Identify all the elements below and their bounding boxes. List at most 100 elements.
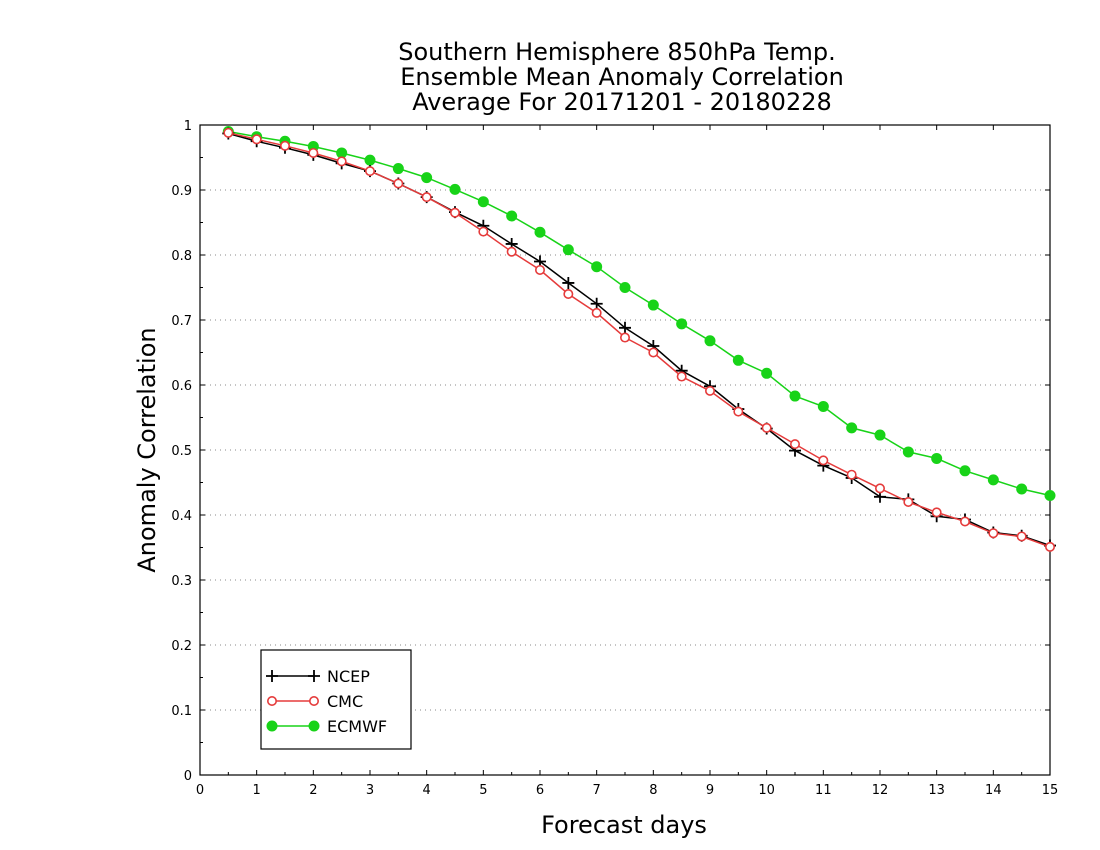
data-point-ecmwf (789, 390, 801, 402)
y-tick-label: 0.1 (171, 704, 192, 719)
data-point-cmc (676, 371, 687, 382)
data-point-cmc (1045, 541, 1056, 552)
data-point-ecmwf (562, 244, 574, 256)
series-lines (222, 126, 1056, 552)
chart-title-line-1: Southern Hemisphere 850hPa Temp. (398, 38, 835, 66)
y-axis-label: Anomaly Correlation (133, 327, 161, 572)
data-point-ecmwf (591, 261, 603, 273)
data-point-cmc (704, 385, 715, 396)
data-point-ncep (590, 297, 603, 310)
data-point-ecmwf (449, 183, 461, 195)
series-line-ecmwf (228, 130, 1051, 497)
y-tick-label: 0 (184, 769, 192, 784)
gridlines (200, 124, 1050, 711)
y-tick-label: 0.4 (171, 509, 192, 524)
data-point-ecmwf (987, 474, 999, 486)
series-ecmwf (222, 126, 1056, 501)
data-point-ecmwf (506, 210, 518, 222)
data-point-cmc (903, 496, 914, 507)
legend-item-ecmwf: ECMWF (266, 717, 387, 736)
data-point-ecmwf (421, 172, 433, 184)
series-cmc (223, 127, 1056, 552)
data-point-ecmwf (846, 422, 858, 434)
data-point-cmc (959, 516, 970, 527)
data-point-cmc (279, 140, 290, 151)
data-point-ecmwf (619, 282, 631, 293)
data-point-ecmwf (477, 196, 489, 208)
legend-label-ecmwf: ECMWF (327, 717, 387, 736)
y-tick-label: 0.5 (171, 444, 192, 459)
y-tick-label: 0.9 (171, 184, 192, 199)
data-point-cmc (733, 406, 744, 417)
data-point-ecmwf (647, 299, 659, 311)
data-point-cmc (421, 192, 432, 203)
data-point-ecmwf (1016, 483, 1028, 495)
chart-title-line-3: Average For 20171201 - 20180228 (412, 88, 832, 116)
data-point-cmc (478, 226, 489, 237)
data-point-ecmwf (761, 367, 773, 379)
data-point-cmc (619, 332, 630, 343)
series-line-ncep (228, 132, 1051, 547)
legend-marker (266, 670, 278, 682)
x-tick-label: 6 (536, 783, 544, 798)
data-point-cmc (818, 455, 829, 466)
data-point-ecmwf (817, 400, 829, 412)
data-point-cmc (789, 439, 800, 450)
legend: NCEP CMC ECMWF (260, 649, 412, 750)
x-tick-label: 4 (423, 783, 431, 798)
data-point-ecmwf (676, 318, 688, 330)
series-ncep (222, 127, 1056, 552)
y-tick-label: 0.2 (171, 639, 192, 654)
legend-marker (308, 670, 320, 682)
data-point-ecmwf (732, 354, 744, 366)
chart-title: Southern Hemisphere 850hPa Temp. Ensembl… (398, 38, 844, 116)
y-tick-label: 0.7 (171, 314, 192, 329)
y-tick-label: 0.6 (171, 379, 192, 394)
legend-marker (266, 720, 278, 732)
y-axis-ticks: 0 0.1 0.2 0.3 0.4 0.5 0.6 0.7 0.8 0.9 1 (171, 119, 1050, 784)
data-point-ecmwf (392, 163, 404, 175)
legend-item-ncep: NCEP (266, 667, 370, 686)
data-point-cmc (251, 134, 262, 145)
data-point-ecmwf (704, 335, 716, 347)
x-tick-label: 11 (815, 783, 832, 798)
data-point-ecmwf (902, 446, 914, 458)
x-tick-label: 5 (479, 783, 487, 798)
data-point-cmc (931, 507, 942, 518)
data-point-cmc (449, 207, 460, 218)
data-point-ecmwf (959, 465, 971, 477)
x-tick-label: 13 (928, 783, 945, 798)
legend-box (260, 649, 412, 750)
y-tick-label: 1 (184, 119, 192, 134)
data-point-cmc (364, 166, 375, 177)
data-point-cmc (534, 264, 545, 275)
legend-marker (266, 695, 277, 706)
x-tick-label: 1 (253, 783, 261, 798)
data-point-cmc (223, 127, 234, 138)
y-tick-label: 0.3 (171, 574, 192, 589)
data-point-ecmwf (364, 154, 376, 166)
chart-title-line-2: Ensemble Mean Anomaly Correlation (400, 63, 844, 91)
x-tick-label: 10 (758, 783, 775, 798)
data-point-cmc (591, 307, 602, 318)
legend-label-ncep: NCEP (327, 667, 370, 686)
legend-marker (308, 695, 319, 706)
data-point-cmc (874, 483, 885, 494)
data-point-cmc (988, 528, 999, 539)
data-point-ecmwf (874, 429, 886, 441)
x-axis-label: Forecast days (541, 811, 707, 839)
data-point-ecmwf (1044, 490, 1056, 501)
data-point-cmc (1016, 531, 1027, 542)
data-point-cmc (846, 469, 857, 480)
data-point-cmc (563, 288, 574, 299)
data-point-cmc (308, 147, 319, 158)
data-point-ecmwf (534, 226, 546, 238)
x-tick-label: 0 (196, 783, 204, 798)
data-point-cmc (336, 156, 347, 167)
x-tick-label: 12 (872, 783, 889, 798)
x-tick-label: 9 (706, 783, 714, 798)
x-axis-ticks: 0 1 2 3 4 5 6 7 8 9 10 11 12 13 14 15 (196, 125, 1058, 798)
x-tick-label: 3 (366, 783, 374, 798)
data-point-cmc (648, 347, 659, 358)
